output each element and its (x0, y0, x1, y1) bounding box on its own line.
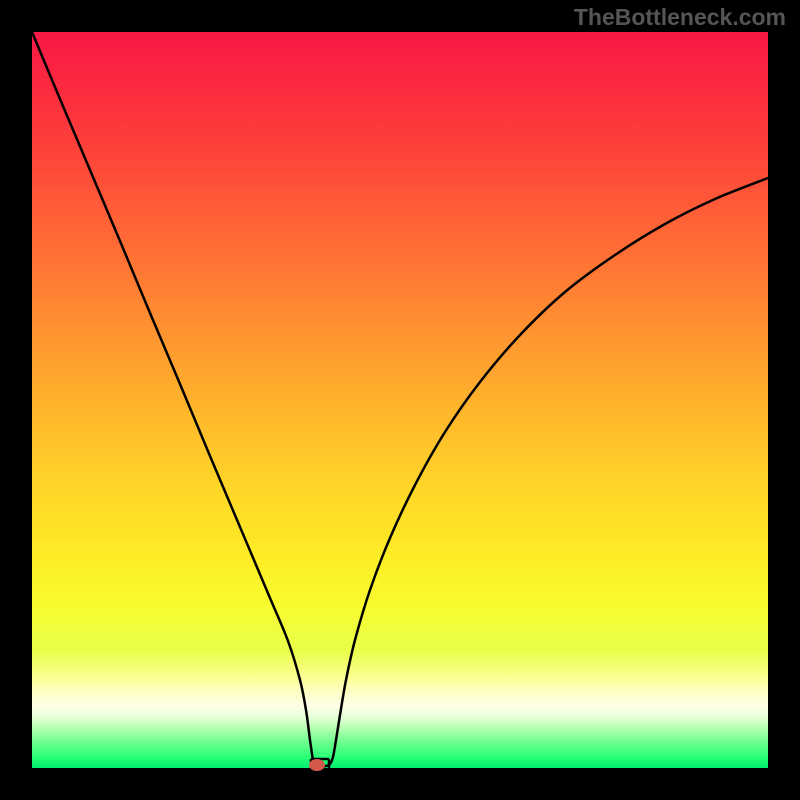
chart-container: { "watermark": { "text": "TheBottleneck.… (0, 0, 800, 800)
bottleneck-chart (0, 0, 800, 800)
watermark-text: TheBottleneck.com (574, 4, 786, 31)
